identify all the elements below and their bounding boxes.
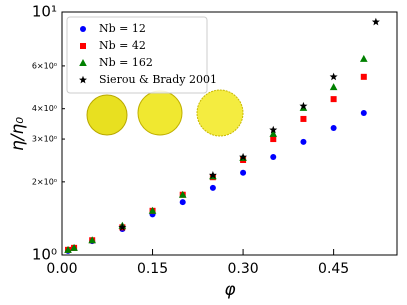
y-axis-label: η/η₀: [8, 117, 28, 151]
point: [300, 138, 307, 145]
point: [239, 152, 248, 161]
point: [118, 223, 127, 231]
legend-marker: [80, 26, 86, 32]
point: [64, 245, 72, 253]
point: [371, 17, 380, 26]
legend-label: Nb = 12: [99, 22, 146, 35]
sphere-42: [137, 90, 183, 136]
y-tick-label: 3×10⁰: [32, 135, 57, 144]
point: [329, 83, 338, 91]
point: [208, 171, 217, 179]
legend-label: Nb = 162: [99, 56, 153, 69]
x-tick-label: 0.45: [318, 261, 349, 277]
point: [178, 190, 187, 198]
x-axis-label: φ: [224, 280, 236, 300]
y-tick-label: 6×10⁰: [32, 61, 57, 70]
legend-label: Sierou & Brady 2001: [99, 73, 217, 86]
point: [330, 125, 337, 132]
point: [300, 115, 307, 122]
point: [360, 73, 367, 80]
point: [330, 96, 337, 103]
legend-label: Nb = 42: [99, 39, 146, 52]
y-tick-label: 10¹: [32, 3, 57, 21]
plot-frame: [61, 11, 398, 256]
point: [270, 154, 277, 161]
point: [360, 110, 367, 117]
point: [269, 125, 278, 134]
point: [148, 206, 157, 214]
point: [360, 54, 368, 62]
point: [70, 243, 78, 251]
point: [299, 101, 308, 110]
x-tick-label: 0.30: [227, 261, 258, 277]
point: [329, 72, 338, 81]
point: [240, 169, 247, 176]
legend-marker: [79, 75, 87, 84]
point: [88, 236, 96, 244]
x-tick-label: 0.15: [137, 261, 168, 277]
legend-box: [66, 16, 208, 94]
legend-marker: [80, 43, 86, 49]
point: [179, 199, 186, 206]
x-tick-label: 0.00: [46, 261, 77, 277]
point: [209, 184, 216, 191]
sphere-12: [86, 94, 128, 136]
sphere-images: [86, 89, 244, 137]
y-tick-label: 4×10⁰: [32, 104, 57, 113]
sphere-162: [196, 89, 244, 137]
point: [269, 129, 278, 137]
y-tick-label: 10⁰: [32, 246, 57, 264]
y-tick-label: 2×10⁰: [32, 177, 57, 186]
point: [270, 136, 277, 143]
legend-marker: [79, 59, 87, 66]
